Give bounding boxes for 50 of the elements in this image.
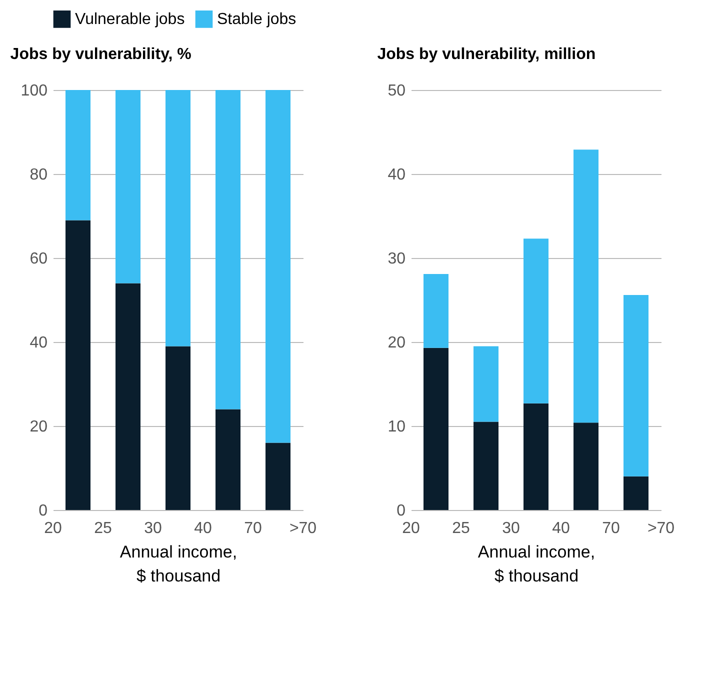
bar [624, 294, 648, 476]
text: >70 [289, 520, 317, 537]
text: 25 [94, 520, 112, 537]
y-tick-label: 60 [30, 250, 48, 268]
bar [524, 403, 548, 510]
bar [66, 90, 90, 220]
bar [166, 90, 190, 346]
bar [474, 422, 498, 510]
bar [266, 90, 290, 443]
bar [474, 346, 498, 422]
text: 70 [602, 520, 620, 537]
bar [624, 476, 648, 510]
chart-title: Jobs by vulnerability, % [10, 46, 192, 63]
text: 30 [502, 520, 520, 537]
y-tick-label: 0 [396, 502, 406, 520]
bar [216, 409, 240, 510]
y-tick-label: 50 [388, 82, 406, 100]
text: 40 [552, 520, 570, 537]
bar [424, 348, 448, 510]
bar [424, 274, 448, 348]
chart-title: Jobs by vulnerability, million [377, 46, 596, 63]
x-axis-title: Annual income, $ thousand [478, 542, 596, 586]
bar [216, 90, 240, 410]
text: 20 [44, 520, 62, 537]
bar [166, 346, 190, 510]
bar [266, 442, 290, 510]
bar [116, 90, 140, 284]
y-tick-label: 10 [388, 418, 406, 436]
text: 30 [144, 520, 162, 537]
legend-label: Vulnerable jobs [75, 11, 185, 28]
bar [116, 283, 140, 510]
bar [524, 238, 548, 404]
y-tick-label: 20 [388, 334, 406, 352]
x-axis-title: Annual income, $ thousand [120, 542, 238, 586]
y-tick-label: 80 [30, 166, 48, 184]
y-tick-label: 20 [30, 418, 48, 436]
y-tick-label: 30 [388, 250, 406, 268]
text: 25 [452, 520, 470, 537]
y-tick-label: 100 [20, 82, 48, 100]
text: >70 [647, 520, 675, 537]
bar [574, 150, 598, 423]
bar [574, 422, 598, 510]
legend-label: Stable jobs [217, 11, 296, 28]
y-tick-label: 40 [30, 334, 48, 352]
y-tick-label: 0 [38, 502, 48, 520]
bar [66, 220, 90, 510]
y-tick-label: 40 [388, 166, 406, 184]
text: 70 [244, 520, 262, 537]
text: 20 [402, 520, 420, 537]
text: 40 [194, 520, 212, 537]
